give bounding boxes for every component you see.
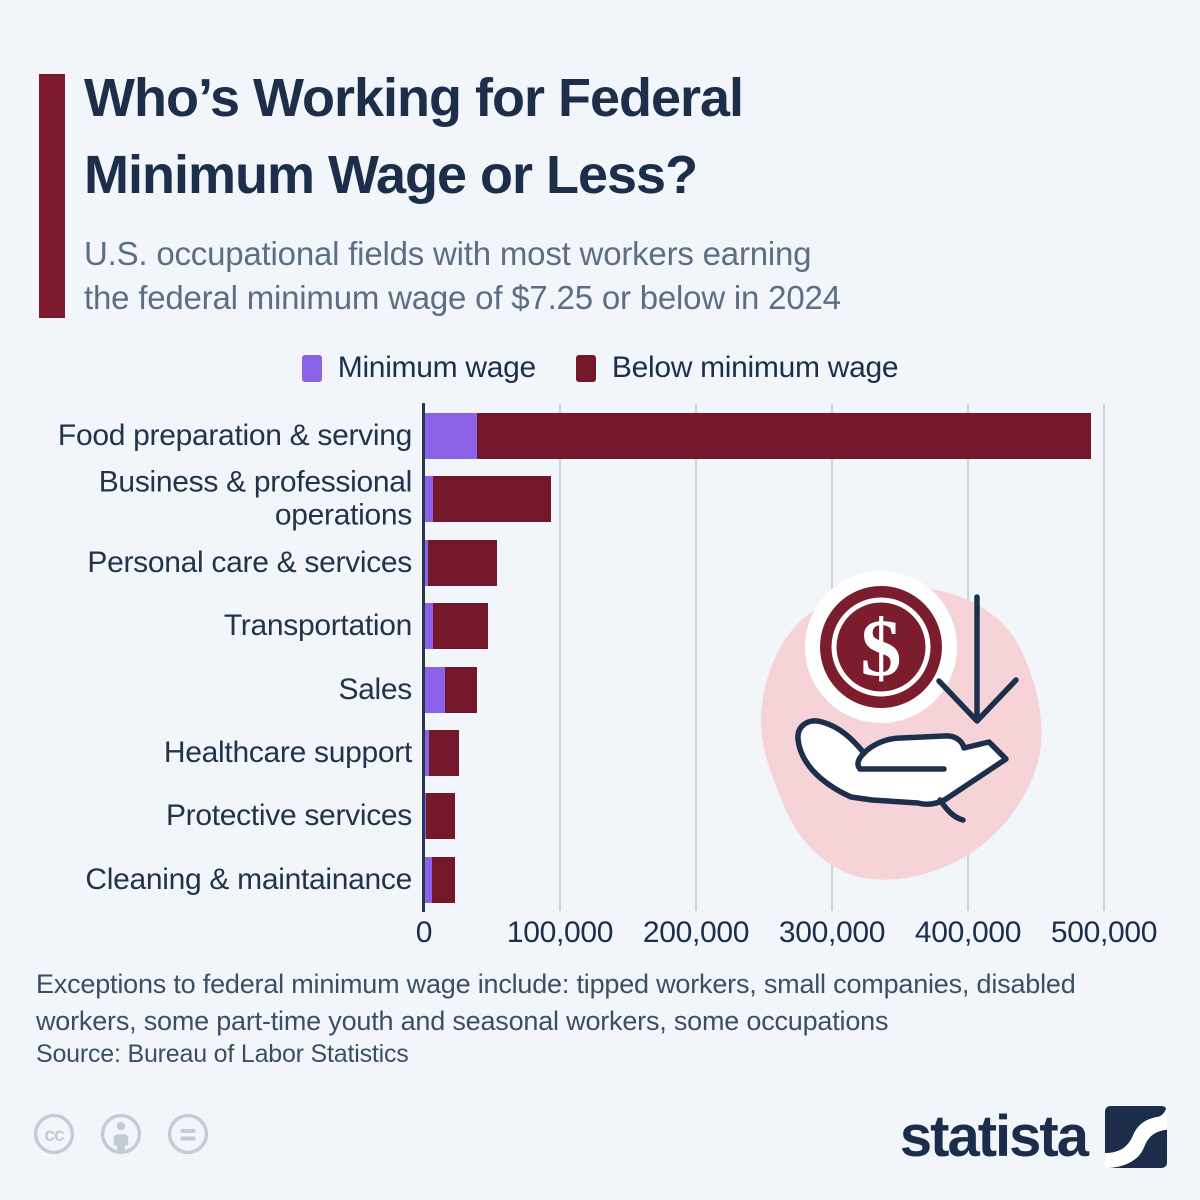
bar-segment-minimum-wage (425, 603, 434, 650)
legend-label: Minimum wage (337, 351, 536, 384)
category-label: Business & professional operations (98, 466, 413, 532)
bar-segment-below-minimum-wage (433, 603, 488, 650)
gridline (1103, 404, 1105, 911)
footnote: Exceptions to federal minimum wage inclu… (36, 969, 1076, 1036)
arrow-down-icon (936, 594, 1019, 724)
page-title: Who’s Working for Federal Minimum Wage or… (84, 60, 1014, 213)
bar-segment-below-minimum-wage (427, 539, 498, 586)
category-label: Transportation (223, 608, 412, 642)
bar-segment-below-minimum-wage (433, 476, 552, 523)
subtitle-line-2: the federal minimum wage of $7.25 or bel… (84, 278, 841, 316)
category-label: Cleaning & maintainance (85, 862, 412, 896)
source-line: Source: Bureau of Labor Statistics (36, 1040, 409, 1068)
title-line-2: Minimum Wage or Less? (84, 144, 698, 205)
attribution-person-icon (100, 1113, 142, 1155)
bar-segment-below-minimum-wage (431, 856, 455, 903)
x-tick-label: 300,000 (778, 916, 886, 949)
bar-row (425, 476, 552, 523)
title-accent-bar (39, 74, 65, 318)
statista-logo-icon (1105, 1105, 1167, 1168)
bar-segment-below-minimum-wage (445, 666, 477, 713)
chart-legend: Minimum wage Below minimum wage (0, 350, 1200, 386)
bar-row (425, 666, 477, 713)
bar-segment-below-minimum-wage (426, 793, 455, 840)
gridline (695, 404, 697, 911)
legend-swatch (575, 354, 596, 382)
bar-segment-below-minimum-wage (429, 730, 459, 776)
legend-item: Minimum wage (301, 351, 536, 385)
bar-segment-minimum-wage (425, 476, 434, 523)
x-tick-label: 100,000 (506, 916, 614, 949)
dollar-coin-icon (820, 586, 942, 708)
bar-segment-minimum-wage (425, 793, 427, 840)
bar-row (425, 603, 488, 650)
category-label: Food preparation & serving (57, 418, 412, 452)
statista-branding: statista (900, 1103, 1167, 1170)
bar-segment-minimum-wage (425, 539, 428, 586)
legend-label: Below minimum wage (611, 351, 899, 384)
title-line-1: Who’s Working for Federal (84, 68, 744, 128)
gridline (559, 404, 561, 911)
coin-dollar-glyph: $ (861, 602, 902, 693)
money-drop-hand-icon: $ (760, 571, 1042, 880)
page-subtitle: U.S. occupational fields with most worke… (84, 232, 1084, 320)
bar-segment-below-minimum-wage (476, 413, 1092, 459)
category-label: Sales (338, 672, 412, 706)
bar-row (425, 856, 455, 903)
license-icons: cc (32, 1112, 210, 1156)
coin-inner-ring (831, 597, 931, 697)
y-axis-line (422, 403, 425, 912)
cc-icon: cc (33, 1113, 75, 1155)
x-tick-label: 500,000 (1050, 916, 1158, 949)
equals-icon (167, 1113, 209, 1155)
hand-icon (795, 718, 1009, 823)
bar-row (425, 793, 455, 840)
category-label: Protective services (165, 799, 412, 833)
x-tick-label: 0 (415, 916, 433, 949)
subtitle-line-1: U.S. occupational fields with most worke… (84, 235, 812, 272)
bar-segment-minimum-wage (425, 730, 430, 776)
bar-segment-minimum-wage (425, 413, 477, 459)
bar-row (425, 413, 1092, 459)
bar-row (425, 730, 459, 776)
bar-row (425, 539, 498, 586)
x-tick-label: 200,000 (642, 916, 750, 949)
svg-text:cc: cc (44, 1125, 65, 1146)
bar-segment-minimum-wage (425, 856, 432, 903)
bar-segment-minimum-wage (425, 666, 446, 713)
statista-logo-text: statista (899, 1104, 1089, 1169)
category-label: Healthcare support (163, 735, 412, 769)
legend-item: Below minimum wage (575, 351, 899, 385)
x-tick-label: 400,000 (914, 916, 1022, 949)
category-label: Personal care & services (87, 545, 412, 579)
legend-swatch (301, 354, 322, 382)
